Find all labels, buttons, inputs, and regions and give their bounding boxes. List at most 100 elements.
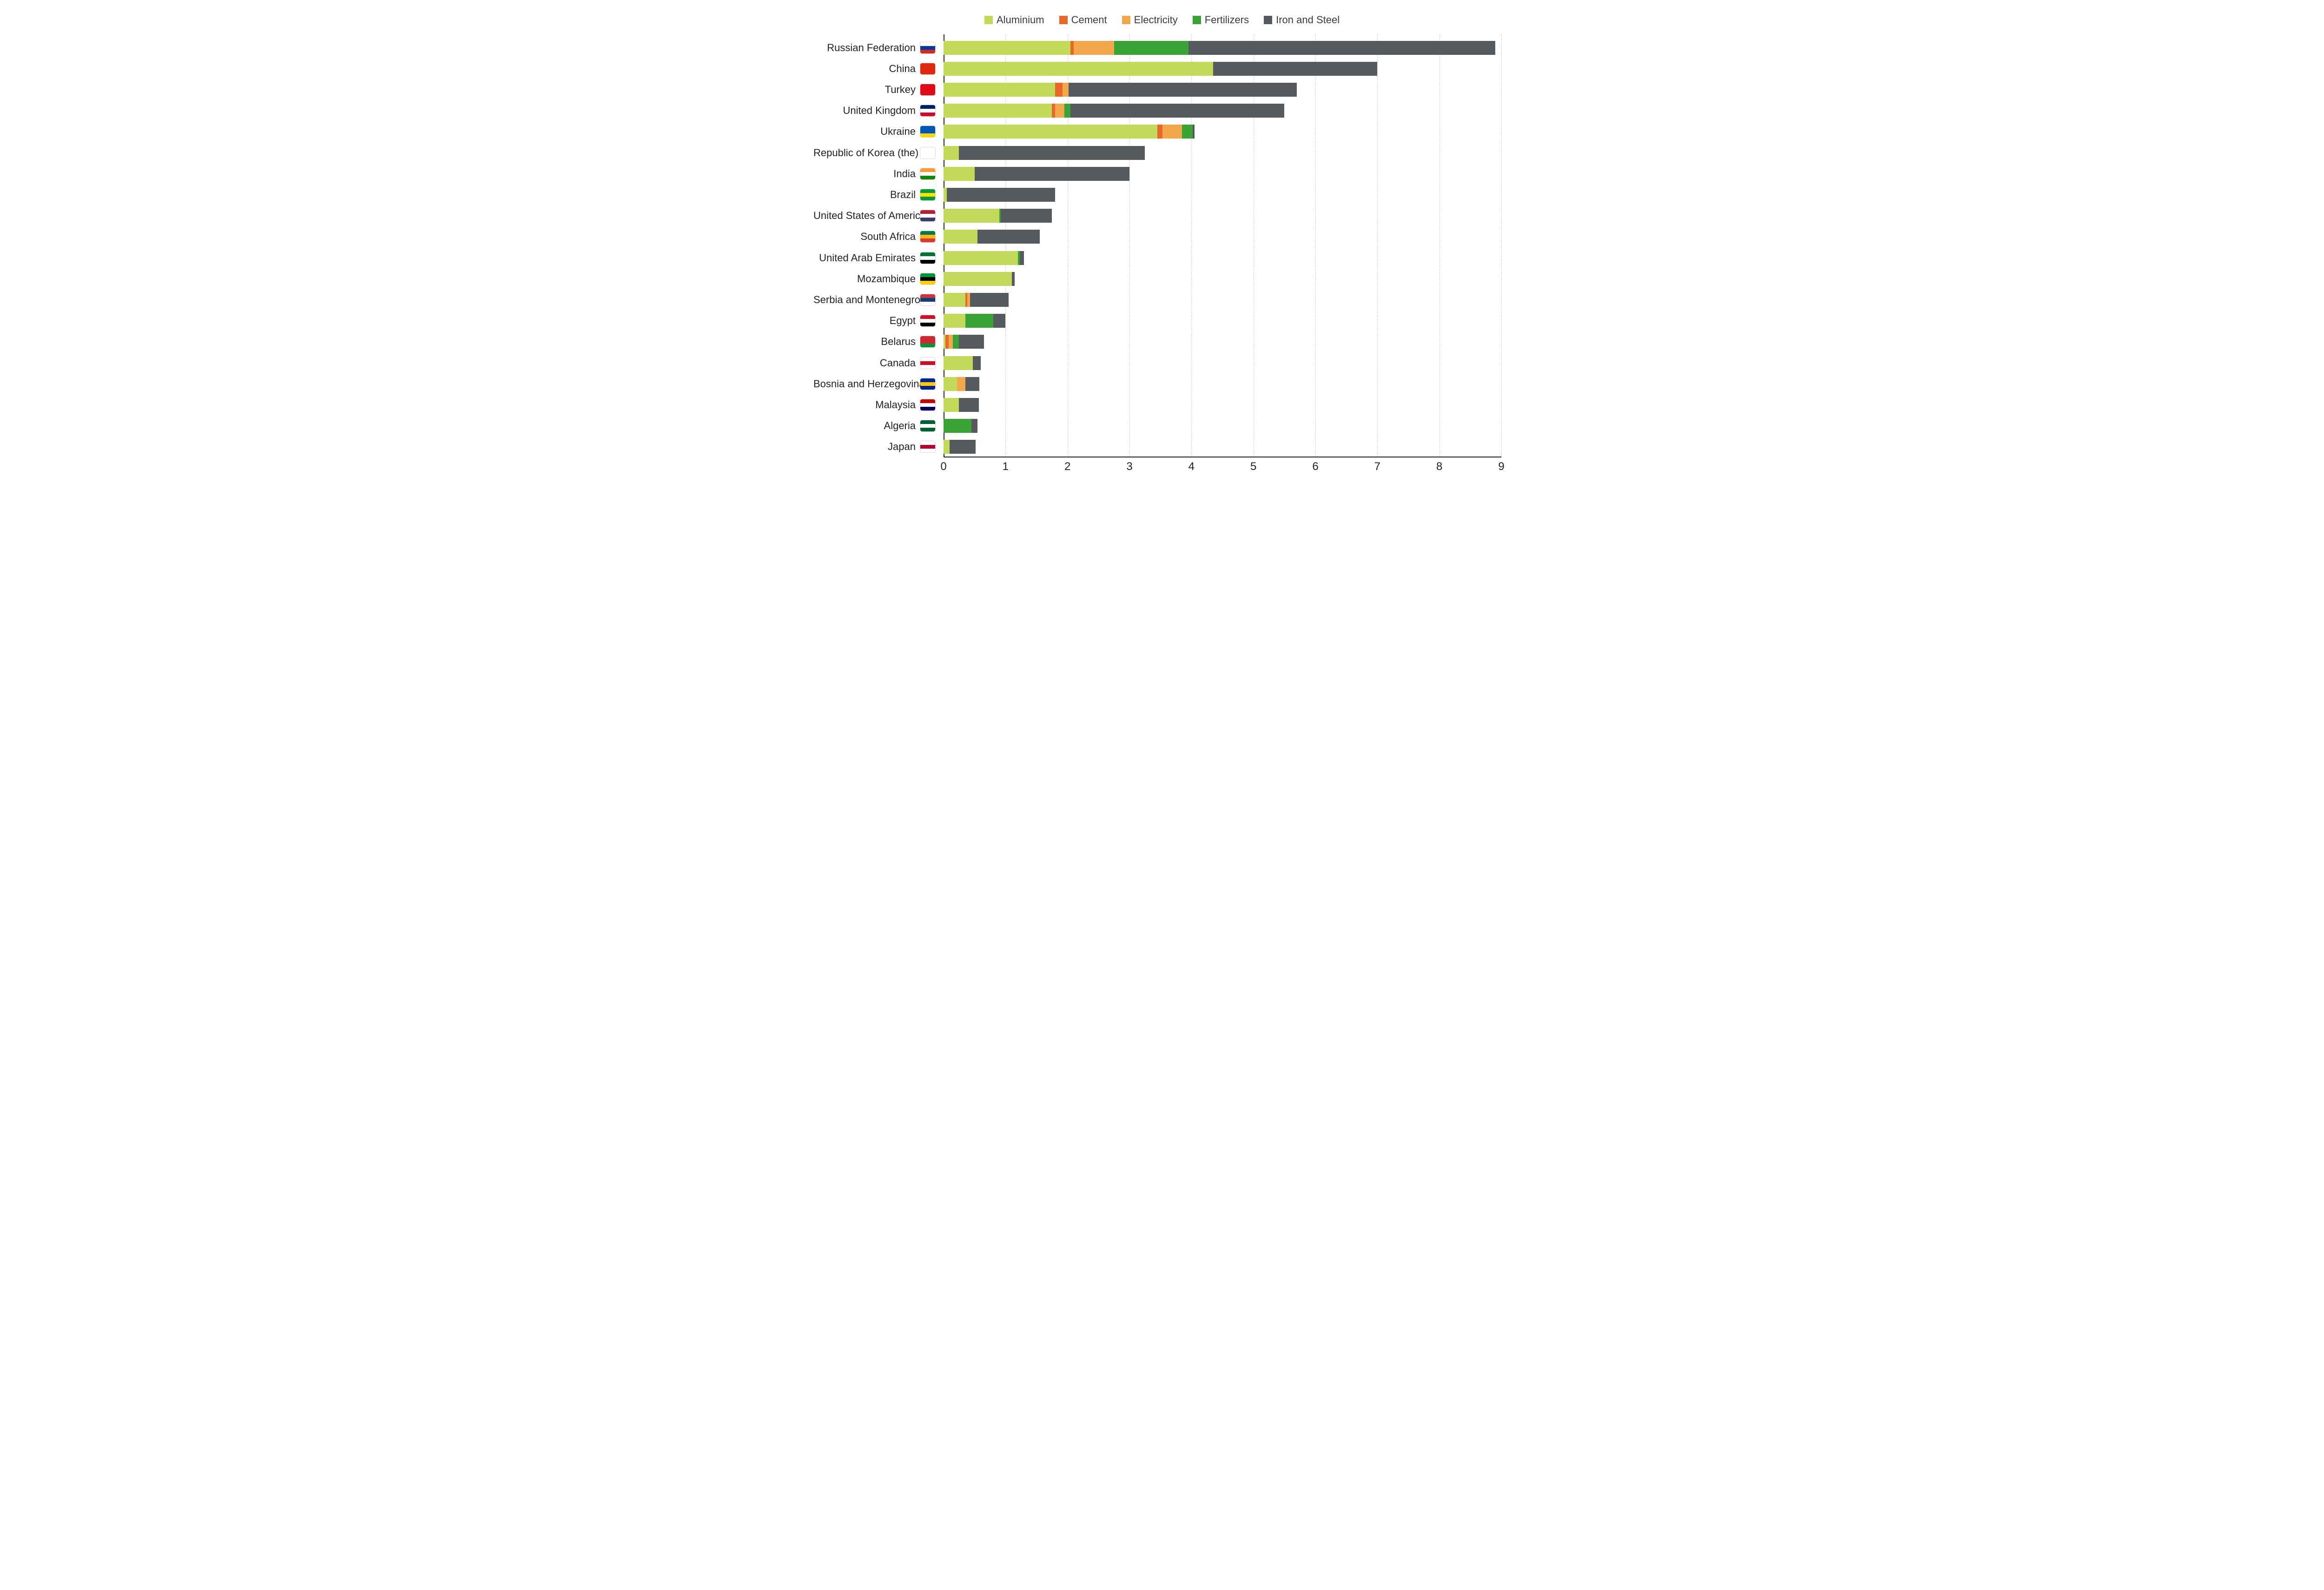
bar-segment-iron_steel [1020,251,1024,265]
legend-swatch-icon [1059,16,1068,24]
bar-segment-aluminium [944,398,959,412]
bar-row: Ukraine [813,121,1501,142]
flag-icon [920,42,935,53]
bar-segment-electricity [957,377,965,391]
bar-segment-iron_steel [959,335,984,349]
bar-segment-iron_steel [973,356,981,370]
legend-label: Electricity [1134,14,1178,26]
bar-row: Russian Federation [813,37,1501,58]
flag-icon [920,126,935,137]
bar-row: Algeria [813,416,1501,437]
flag-icon [920,420,935,431]
bar-track [944,272,1501,286]
bar-track [944,314,1501,328]
x-tick: 8 [1436,460,1442,473]
flag-icon [920,358,935,369]
legend-label: Aluminium [997,14,1044,26]
legend-label: Iron and Steel [1276,14,1340,26]
bar-row: Turkey [813,79,1501,100]
x-tick: 1 [1003,460,1009,473]
country-label: Russian Federation [813,42,916,54]
bar-row: Malaysia [813,394,1501,415]
bar-row: India [813,163,1501,184]
bar-segment-aluminium [944,251,1018,265]
legend-label: Fertilizers [1205,14,1249,26]
bar-segment-electricity [949,335,953,349]
flag-icon [920,273,935,285]
flag-icon [920,189,935,200]
bar-segment-aluminium [944,356,973,370]
flag-icon [920,168,935,179]
country-label: Mozambique [813,273,916,285]
country-label: Serbia and Montenegro [813,294,916,306]
bar-track [944,398,1501,412]
flag-icon [920,63,935,74]
bar-segment-iron_steel [993,314,1006,328]
bar-segment-iron_steel [1069,83,1297,97]
bar-track [944,335,1501,349]
x-tick: 3 [1126,460,1132,473]
bar-segment-cement [1052,104,1055,118]
bar-track [944,146,1501,160]
legend-item-electricity: Electricity [1122,14,1178,26]
country-label: Belarus [813,336,916,348]
bar-row: China [813,58,1501,79]
bar-segment-aluminium [944,146,959,160]
flag-icon [920,231,935,242]
legend-swatch-icon [984,16,993,24]
bar-track [944,125,1501,139]
bar-segment-aluminium [944,62,1213,76]
bar-segment-iron_steel [970,293,1009,307]
x-tick: 7 [1374,460,1380,473]
flag-icon [920,210,935,221]
bar-track [944,251,1501,265]
country-label: Malaysia [813,399,916,411]
bar-segment-aluminium [944,377,957,391]
bar-segment-fertilizers [1182,125,1193,139]
bar-row: United Kingdom [813,100,1501,121]
flag-icon [920,399,935,411]
x-tick: 6 [1312,460,1318,473]
bar-track [944,188,1501,202]
gridline [1501,34,1502,457]
bar-segment-fertilizers [944,419,971,433]
legend-item-fertilizers: Fertilizers [1193,14,1249,26]
bar-segment-aluminium [944,293,965,307]
bar-row: Republic of Korea (the) [813,142,1501,163]
x-tick: 0 [940,460,946,473]
legend-item-aluminium: Aluminium [984,14,1044,26]
flag-icon [920,105,935,116]
country-label: Algeria [813,420,916,432]
bar-segment-cement [945,335,949,349]
bar-segment-aluminium [944,83,1055,97]
bar-track [944,356,1501,370]
bar-segment-electricity [1055,104,1064,118]
flag-icon [920,441,935,452]
bar-segment-cement [1157,125,1162,139]
bar-segment-iron_steel [1001,209,1052,223]
bar-track [944,167,1501,181]
x-tick: 2 [1064,460,1070,473]
bar-segment-fertilizers [965,314,993,328]
bar-segment-aluminium [944,314,965,328]
bar-segment-electricity [1074,41,1114,55]
country-label: Japan [813,441,916,453]
country-label: United Kingdom [813,105,916,117]
bar-segment-iron_steel [1070,104,1284,118]
legend: Aluminium Cement Electricity Fertilizers Iro… [813,14,1511,26]
bar-segment-iron_steel [959,398,979,412]
bar-row: Egypt [813,311,1501,331]
legend-item-cement: Cement [1059,14,1107,26]
bar-segment-electricity [967,293,971,307]
bar-segment-aluminium [944,167,975,181]
bar-row: South Africa [813,226,1501,247]
bar-segment-iron_steel [965,377,980,391]
country-label: Bosnia and Herzegovina [813,378,916,390]
bar-track [944,41,1501,55]
x-tick: 4 [1188,460,1195,473]
bar-row: Serbia and Montenegro [813,289,1501,310]
country-label: United Arab Emirates [813,252,916,264]
bar-segment-aluminium [944,188,947,202]
legend-label: Cement [1071,14,1107,26]
country-label: Turkey [813,84,916,96]
